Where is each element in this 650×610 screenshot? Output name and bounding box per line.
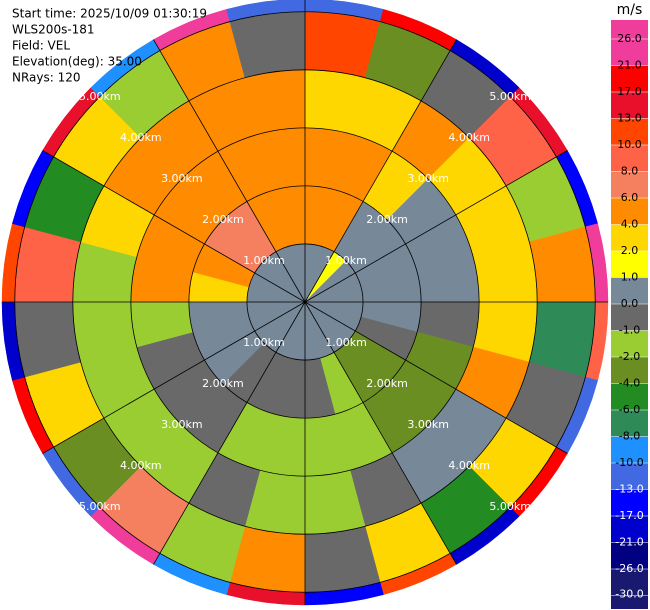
spoke bbox=[153, 301, 306, 565]
colorbar-label: -10.0 bbox=[615, 456, 643, 469]
spoke bbox=[304, 39, 457, 303]
header-line: NRays: 120 bbox=[12, 71, 81, 85]
labels: 1.00km1.00km1.00km1.00km2.00km2.00km2.00… bbox=[12, 2, 648, 609]
range-label: 4.00km bbox=[120, 131, 162, 144]
colorbar-label: -4.0 bbox=[619, 377, 640, 390]
spoke bbox=[42, 301, 306, 454]
colorbar-band bbox=[611, 410, 648, 437]
range-label: 4.00km bbox=[448, 131, 490, 144]
range-label: 5.00km bbox=[489, 500, 531, 513]
colorbar-band bbox=[611, 171, 648, 199]
colorbar-label: 26.0 bbox=[617, 32, 642, 45]
colorbar-band bbox=[611, 516, 648, 543]
colorbar-label: -13.0 bbox=[615, 483, 643, 496]
colorbar-label: -8.0 bbox=[619, 430, 640, 443]
range-label: 1.00km bbox=[325, 254, 367, 267]
range-label: 1.00km bbox=[243, 336, 285, 349]
colorbar-label: 13.0 bbox=[617, 112, 642, 125]
range-label: 5.00km bbox=[79, 90, 121, 103]
colorbar-band bbox=[611, 251, 648, 278]
colorbar-band bbox=[611, 92, 648, 119]
colorbar-band bbox=[611, 436, 648, 464]
spoke bbox=[304, 301, 457, 565]
range-label: 3.00km bbox=[407, 418, 449, 431]
range-label: 2.00km bbox=[366, 377, 408, 390]
colorbar-band bbox=[611, 463, 648, 490]
colorbar-band bbox=[611, 39, 648, 66]
range-ring bbox=[188, 185, 422, 419]
range-label: 1.00km bbox=[325, 336, 367, 349]
colorbar-band bbox=[611, 65, 648, 93]
colorbar-band bbox=[611, 304, 648, 331]
range-label: 1.00km bbox=[243, 254, 285, 267]
range-ring bbox=[246, 243, 364, 361]
colorbar-label: -2.0 bbox=[619, 350, 640, 363]
colorbar-label: 17.0 bbox=[617, 85, 642, 98]
range-label: 4.00km bbox=[120, 459, 162, 472]
colorbar-title: m/s bbox=[617, 2, 643, 18]
colorbar-label: 6.0 bbox=[621, 191, 639, 204]
colorbar-band bbox=[611, 198, 648, 225]
range-label: 4.00km bbox=[448, 459, 490, 472]
range-label: 3.00km bbox=[407, 172, 449, 185]
range-label: 2.00km bbox=[202, 377, 244, 390]
colorbar-label: 8.0 bbox=[621, 165, 639, 178]
colorbar-label: -26.0 bbox=[615, 562, 643, 575]
range-label: 2.00km bbox=[202, 213, 244, 226]
colorbar-band bbox=[611, 383, 648, 411]
range-ring bbox=[14, 11, 596, 593]
colorbar-label: -1.0 bbox=[619, 324, 640, 337]
colorbar-band bbox=[611, 330, 648, 358]
grid bbox=[2, 0, 608, 605]
range-label: 5.00km bbox=[79, 500, 121, 513]
colorbar-label: 2.0 bbox=[621, 244, 639, 257]
colorbar-band bbox=[611, 145, 648, 172]
range-label: 3.00km bbox=[161, 172, 203, 185]
colorbar-top bbox=[611, 20, 648, 39]
colorbar-label: 21.0 bbox=[617, 59, 642, 72]
range-ring bbox=[72, 69, 538, 535]
header-line: Field: VEL bbox=[12, 39, 70, 53]
header-line: WLS200s-181 bbox=[12, 23, 95, 37]
spoke bbox=[304, 301, 568, 454]
colorbar-label: 0.0 bbox=[621, 297, 639, 310]
colorbar-band bbox=[611, 489, 648, 517]
colorbar-band bbox=[611, 224, 648, 252]
colorbar-band bbox=[611, 277, 648, 305]
colorbar-label: -17.0 bbox=[615, 509, 643, 522]
range-label: 2.00km bbox=[366, 213, 408, 226]
spoke bbox=[153, 39, 306, 303]
header-line: Start time: 2025/10/09 01:30:19 bbox=[12, 7, 207, 21]
colorbar-bottom bbox=[611, 595, 648, 609]
colorbar-label: -30.0 bbox=[615, 588, 643, 601]
colorbar-band bbox=[611, 542, 648, 570]
colorbar-label: -21.0 bbox=[615, 536, 643, 549]
colorbar-band bbox=[611, 569, 648, 596]
colorbar-label: 4.0 bbox=[621, 218, 639, 231]
colorbar-band bbox=[611, 357, 648, 384]
spoke bbox=[42, 150, 306, 303]
header-line: Elevation(deg): 35.00 bbox=[12, 55, 142, 69]
range-label: 5.00km bbox=[489, 90, 531, 103]
colorbar-label: 1.0 bbox=[621, 271, 639, 284]
spoke bbox=[304, 150, 568, 303]
colorbar-label: -6.0 bbox=[619, 403, 640, 416]
colorbar-label: 10.0 bbox=[617, 138, 642, 151]
range-ring bbox=[130, 127, 480, 477]
range-label: 3.00km bbox=[161, 418, 203, 431]
colorbar-band bbox=[611, 118, 648, 146]
